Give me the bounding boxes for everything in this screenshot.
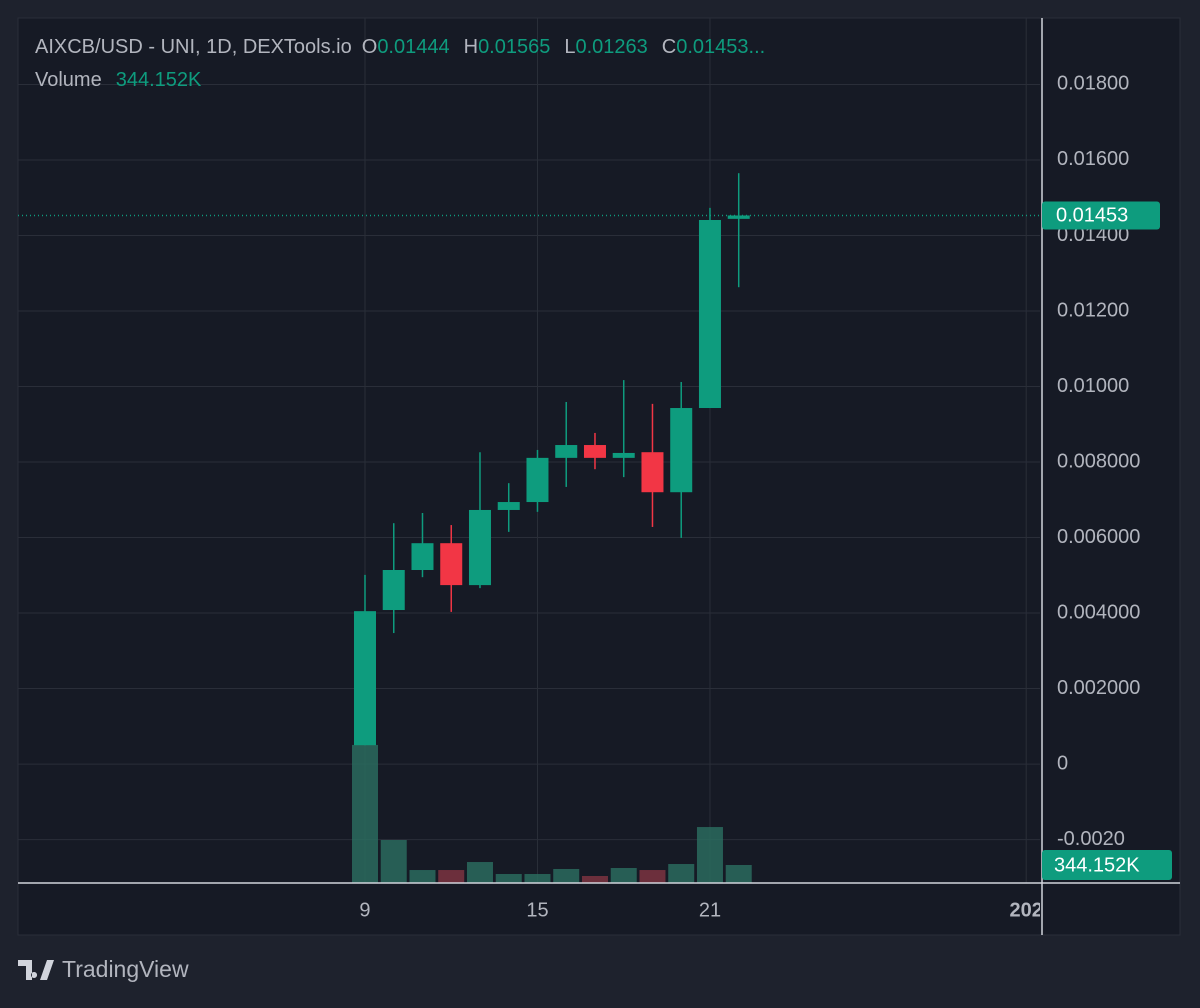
ohlc-value: 0.01565	[478, 36, 550, 58]
y-tick-label: 0.002000	[1057, 677, 1140, 699]
volume-bar	[610, 867, 637, 883]
volume-tag	[1042, 850, 1172, 880]
ohlc-value: 0.01444	[377, 36, 449, 58]
volume-bar	[409, 870, 436, 883]
chart-background	[17, 17, 1181, 936]
candle-body	[670, 408, 693, 493]
x-tick-label: 202	[1010, 899, 1043, 921]
y-tick-label: 0.01600	[1057, 148, 1129, 170]
ohlc-name: L	[564, 36, 575, 58]
ohlc-value: 0.01263	[575, 36, 647, 58]
y-tick-label: 0.01800	[1057, 73, 1129, 95]
legend-ohlc: AIXCB/USD - UNI, 1D, DEXTools.io O0.01444…	[35, 36, 765, 58]
brand-name: TradingView	[62, 956, 189, 982]
legend-volume: Volume 344.152K	[35, 69, 202, 91]
candle-body	[526, 457, 549, 503]
volume-bar	[380, 840, 407, 883]
symbol: AIXCB/USD - UNI, 1D, DEXTools.io	[35, 36, 352, 58]
volume-name: Volume	[35, 69, 102, 91]
volume-bar	[438, 870, 465, 883]
candle-body	[641, 452, 664, 493]
x-tick-label: 21	[699, 899, 721, 921]
candle-body	[698, 219, 721, 409]
candle-body	[583, 445, 606, 458]
ohlc-name: C	[662, 36, 676, 58]
volume-bar	[466, 862, 493, 883]
volume-value: 344.152K	[116, 69, 202, 91]
y-tick-label: 0.004000	[1057, 601, 1140, 623]
ohlc-name: H	[464, 36, 478, 58]
x-tick-label: 15	[526, 899, 548, 921]
price-tag-label: 0.01453	[1056, 205, 1128, 227]
candle-body	[440, 543, 463, 586]
candle-body	[353, 611, 376, 746]
volume-bar	[639, 870, 666, 883]
volume-bar	[351, 744, 378, 883]
volume-bar	[581, 875, 608, 883]
plot-area	[18, 173, 1040, 883]
price-tag	[1042, 201, 1160, 230]
volume-bar	[495, 874, 522, 883]
ohlc-name: O	[362, 36, 378, 58]
candle-body	[555, 445, 578, 458]
candle-body	[497, 502, 520, 510]
candle-body	[411, 543, 434, 570]
volume-bar	[524, 874, 551, 883]
volume-bar	[696, 827, 723, 883]
y-tick-label: 0	[1057, 752, 1068, 774]
volume-bar	[553, 868, 580, 883]
axes: 0.018000.016000.014000.012000.010000.008…	[359, 73, 1172, 921]
y-tick-label: 0.01000	[1057, 375, 1129, 397]
y-tick-label: 0.008000	[1057, 450, 1140, 472]
candle-body	[468, 509, 491, 586]
brand-logo	[18, 960, 54, 980]
volume-bar	[725, 865, 752, 883]
ohlc-value: 0.01453...	[676, 36, 765, 58]
volume-tag-label: 344.152K	[1054, 854, 1140, 876]
y-tick-label: -0.0020	[1057, 828, 1125, 850]
volume-bar	[668, 864, 695, 883]
candle-body	[612, 452, 635, 458]
x-tick-label: 9	[359, 899, 370, 921]
candle-body	[382, 569, 405, 611]
y-tick-label: 0.01200	[1057, 299, 1129, 321]
candle-body	[727, 215, 750, 219]
y-tick-label: 0.006000	[1057, 526, 1140, 548]
